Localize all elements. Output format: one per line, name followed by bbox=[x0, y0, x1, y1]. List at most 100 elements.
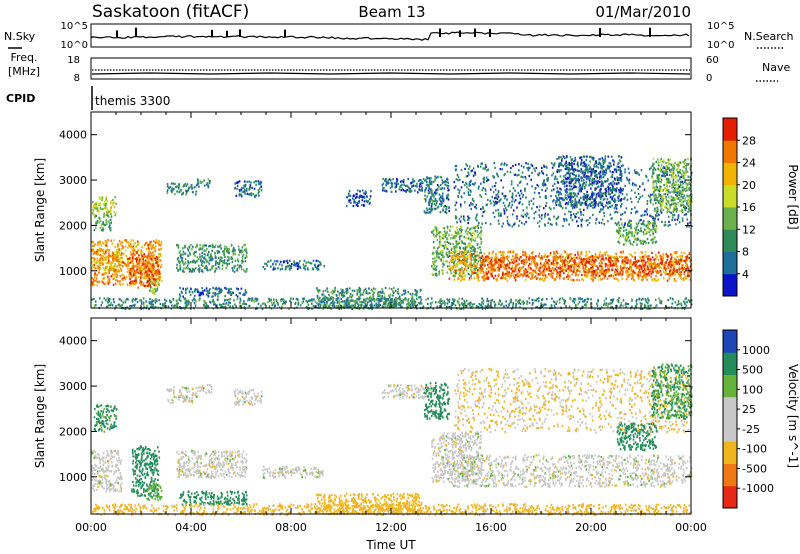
scatter-cell bbox=[434, 177, 437, 180]
scatter-cell bbox=[576, 268, 579, 272]
scatter-cell bbox=[336, 301, 339, 304]
scatter-cell bbox=[392, 178, 394, 181]
scatter-cell bbox=[496, 261, 499, 264]
scatter-cell bbox=[471, 255, 473, 258]
scatter-cell bbox=[551, 223, 553, 226]
scatter-cell bbox=[415, 291, 418, 294]
scatter-cell bbox=[130, 239, 133, 242]
scatter-cell bbox=[501, 256, 504, 260]
scatter-cell bbox=[319, 261, 321, 264]
scatter-cell bbox=[224, 295, 226, 298]
scatter-cell bbox=[143, 285, 146, 288]
scatter-cell bbox=[127, 264, 130, 267]
scatter-cell bbox=[431, 199, 434, 202]
scatter-cell bbox=[182, 287, 184, 290]
scatter-cell bbox=[446, 196, 448, 199]
scatter-cell bbox=[215, 286, 218, 289]
scatter-cell bbox=[106, 248, 109, 252]
scatter-cell bbox=[683, 207, 686, 210]
scatter-cell bbox=[592, 256, 594, 259]
scatter-cell bbox=[439, 244, 442, 247]
scatter-cell bbox=[613, 263, 615, 266]
scatter-cell bbox=[451, 225, 454, 228]
scatter-cell bbox=[481, 188, 484, 191]
scatter-cell bbox=[436, 232, 439, 235]
scatter-cell bbox=[654, 180, 657, 183]
scatter-cell bbox=[464, 230, 467, 233]
scatter-cell bbox=[200, 291, 202, 294]
scatter-cell bbox=[465, 263, 468, 266]
scatter-cell bbox=[448, 234, 450, 237]
scatter-cell bbox=[645, 275, 648, 278]
scatter-cell bbox=[204, 254, 207, 257]
scatter-cell bbox=[685, 261, 687, 264]
scatter-cell bbox=[190, 184, 193, 187]
scatter-cell bbox=[207, 178, 210, 181]
scatter-cell bbox=[444, 260, 447, 263]
scatter-cell bbox=[239, 250, 241, 254]
scatter-cell bbox=[200, 264, 203, 267]
scatter-cell bbox=[240, 265, 243, 268]
scatter-cell bbox=[115, 279, 117, 282]
scatter-cell bbox=[591, 274, 593, 277]
scatter-cell bbox=[469, 228, 471, 231]
scatter-cell bbox=[556, 261, 558, 264]
scatter-cell bbox=[598, 254, 601, 257]
scatter-cell bbox=[518, 194, 521, 197]
scatter-cell bbox=[641, 251, 643, 255]
scatter-cell bbox=[569, 267, 571, 270]
scatter-cell bbox=[211, 257, 214, 260]
scatter-cell bbox=[92, 201, 94, 204]
scatter-cell bbox=[476, 230, 479, 234]
scatter-cell bbox=[112, 201, 114, 205]
scatter-cell bbox=[394, 182, 396, 185]
scatter-cell bbox=[105, 255, 108, 258]
scatter-cell bbox=[281, 267, 283, 270]
beam-title: Beam 13 bbox=[358, 3, 425, 21]
scatter-cell bbox=[563, 250, 566, 253]
scatter-cell bbox=[523, 271, 526, 274]
scatter-cell bbox=[572, 213, 575, 216]
scatter-cell bbox=[448, 252, 450, 255]
scatter-cell bbox=[616, 277, 618, 280]
scatter-cell bbox=[664, 267, 666, 270]
scatter-cell bbox=[180, 190, 182, 193]
scatter-cell bbox=[492, 277, 495, 280]
scatter-cell bbox=[472, 231, 474, 234]
scatter-cell bbox=[387, 182, 390, 185]
scatter-cell bbox=[626, 266, 629, 270]
scatter-cell bbox=[558, 271, 561, 274]
scatter-cell bbox=[663, 166, 666, 169]
scatter-cell bbox=[484, 163, 487, 167]
scatter-cell bbox=[497, 274, 500, 278]
scatter-cell bbox=[461, 261, 463, 264]
scatter-cell bbox=[404, 189, 406, 193]
scatter-cell bbox=[665, 268, 668, 271]
scatter-cell bbox=[130, 246, 132, 249]
scatter-cell bbox=[443, 230, 446, 233]
scatter-cell bbox=[548, 269, 551, 272]
scatter-cell bbox=[433, 252, 435, 255]
scatter-cell bbox=[184, 261, 187, 264]
scatter-cell bbox=[196, 244, 198, 247]
scatter-cell bbox=[382, 186, 384, 190]
scatter-cell bbox=[677, 216, 680, 219]
scatter-cell bbox=[573, 260, 575, 263]
scatter-cell bbox=[462, 269, 465, 273]
scatter-cell bbox=[224, 255, 226, 258]
scatter-cell bbox=[651, 278, 654, 282]
scatter-cell bbox=[472, 249, 474, 252]
nsky-tick-top: 10^5 bbox=[61, 21, 88, 32]
scatter-cell bbox=[674, 273, 677, 276]
scatter-cell bbox=[473, 252, 475, 255]
scatter-cell bbox=[469, 231, 471, 234]
scatter-cell bbox=[441, 249, 444, 253]
scatter-cell bbox=[419, 302, 421, 305]
scatter-cell bbox=[455, 256, 457, 259]
scatter-cell bbox=[607, 254, 609, 257]
scatter-cell bbox=[677, 260, 679, 263]
scatter-cell bbox=[485, 176, 488, 179]
scatter-cell bbox=[237, 260, 240, 263]
scatter-cell bbox=[517, 275, 519, 278]
scatter-cell bbox=[440, 259, 442, 262]
